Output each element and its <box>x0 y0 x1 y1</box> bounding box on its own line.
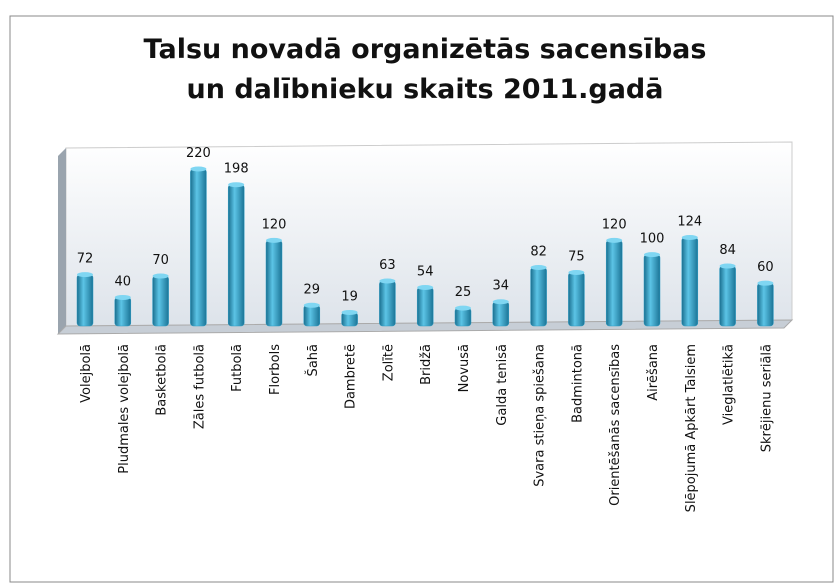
bar-top <box>341 309 358 315</box>
data-label: 82 <box>530 244 547 259</box>
bar-top <box>492 299 509 305</box>
side-wall <box>58 148 66 334</box>
x-tick-label: Orientēšanās sacensības <box>608 344 623 506</box>
bar <box>719 265 736 327</box>
chart-title: Talsu novadā organizētās sacensības un da… <box>144 34 707 105</box>
title-line: un dalībnieku skaits 2011.gadā <box>187 74 664 105</box>
bar-top <box>114 294 131 300</box>
x-tick-label: Novusā <box>457 344 472 392</box>
bar-top <box>152 273 169 279</box>
bar-top <box>757 280 774 286</box>
bar <box>379 280 396 327</box>
x-tick-label: Bridžā <box>419 344 434 385</box>
x-tick-label: Svara stieņa spiešana <box>533 344 548 487</box>
data-label: 25 <box>455 285 472 300</box>
x-tick-label: Badmintonā <box>570 344 585 423</box>
bar-top <box>568 269 585 275</box>
data-label: 70 <box>152 253 169 268</box>
x-tick-label: Airēšana <box>646 344 661 401</box>
bar-top <box>266 237 282 243</box>
x-tick-label: Zāles futbolā <box>192 344 207 429</box>
data-label: 124 <box>677 215 702 230</box>
bar-top <box>303 302 320 308</box>
title-line: Talsu novadā organizētās sacensības <box>144 34 707 65</box>
bar-top <box>379 278 396 284</box>
data-label: 84 <box>719 243 736 258</box>
bar-top <box>417 284 434 290</box>
bar <box>76 274 94 327</box>
bar <box>190 168 207 327</box>
x-tick-label: Slēpojumā Apkārt Talsiem <box>684 344 699 512</box>
x-tick-label: Zolītē <box>381 344 396 381</box>
bar-top <box>190 166 207 172</box>
bar-top <box>606 237 623 243</box>
bar <box>568 272 585 327</box>
bar-top <box>644 252 660 258</box>
x-tick-label: Skrējienu seriālā <box>759 344 774 452</box>
bar <box>416 287 434 327</box>
bar-top <box>681 235 698 241</box>
data-label: 100 <box>640 232 665 247</box>
bar <box>530 267 547 327</box>
data-label: 29 <box>304 282 321 297</box>
data-label: 54 <box>417 264 434 279</box>
data-label: 120 <box>602 217 627 232</box>
data-label: 40 <box>115 274 132 289</box>
x-tick-label: Futbolā <box>230 344 245 392</box>
bar <box>605 240 623 327</box>
bar-top <box>77 272 93 278</box>
data-label: 220 <box>186 146 211 161</box>
data-label: 72 <box>77 252 94 267</box>
data-label: 75 <box>568 249 585 264</box>
bar <box>757 282 774 327</box>
x-tick-label: Volejbolā <box>79 344 94 403</box>
bar <box>227 184 245 327</box>
x-tick-label: Florbols <box>268 344 283 395</box>
bar-top <box>228 182 245 188</box>
x-tick-label: Vieglatlētikā <box>722 344 737 425</box>
x-tick-label: Dambretē <box>344 344 359 409</box>
bar-top <box>719 263 736 269</box>
data-label: 60 <box>757 260 774 275</box>
data-label: 198 <box>224 162 249 177</box>
bar <box>643 254 661 327</box>
bar <box>152 275 169 327</box>
x-tick-label: Pludmales volejbolā <box>117 344 132 474</box>
x-tick-label: Šahā <box>305 344 321 376</box>
bar-top <box>455 305 471 311</box>
data-label: 19 <box>341 289 358 304</box>
data-label: 63 <box>379 258 396 273</box>
bar <box>114 297 132 327</box>
data-label: 34 <box>493 279 510 294</box>
bar <box>492 301 510 327</box>
bar <box>454 307 472 327</box>
bar <box>303 305 321 327</box>
bar <box>681 237 699 327</box>
bar-top <box>530 264 547 270</box>
x-tick-label: Basketbolā <box>155 344 170 416</box>
x-tick-label: Galda tenisā <box>495 344 510 426</box>
bar <box>265 240 283 327</box>
data-label: 120 <box>262 217 287 232</box>
